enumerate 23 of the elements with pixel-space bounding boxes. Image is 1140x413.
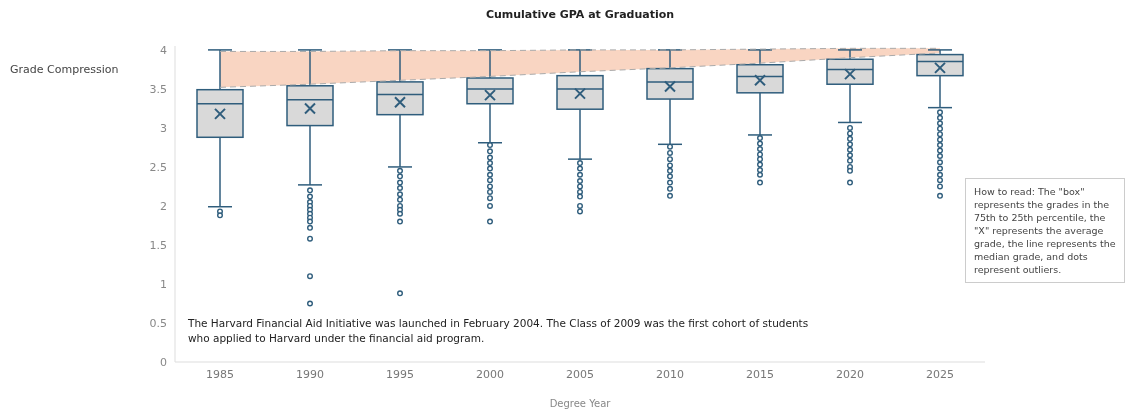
y-tick-label: 3.5 [149, 82, 167, 96]
y-tick-label: 2.5 [149, 160, 167, 174]
x-tick-label: 2020 [836, 367, 864, 381]
x-tick-label: 2005 [566, 367, 594, 381]
chart-title: Cumulative GPA at Graduation [484, 8, 676, 21]
annotation: The Harvard Financial Aid Initiative was launched in February 2004. The Class of 2009 was the first cohort of students who applied to Harvard under the financial aid program. [188, 316, 810, 346]
x-axis-title: Degree Year [549, 398, 612, 409]
x-tick-label: 2025 [926, 367, 954, 381]
y-tick-label: 1.5 [149, 238, 167, 252]
x-tick-label: 2010 [656, 367, 684, 381]
annotation: How to read: The "box" represents the grades in the 75th to 25th percentile, the "X" represents the average grade, the line represents the median grade, and dots represent outliers. [965, 178, 1125, 283]
y-tick-label: 0.5 [149, 316, 167, 330]
y-tick-label: 1 [160, 277, 167, 291]
y-tick-label: 2 [160, 199, 167, 213]
y-tick-label: 4 [160, 43, 167, 57]
x-tick-label: 2015 [746, 367, 774, 381]
x-tick-label: 1990 [296, 367, 324, 381]
x-tick-label: 1995 [386, 367, 414, 381]
y-tick-label: 0 [160, 355, 167, 369]
x-tick-label: 1985 [206, 367, 234, 381]
y-tick-label: 3 [160, 121, 167, 135]
text: Grade Compression [10, 63, 119, 76]
x-tick-label: 2000 [476, 367, 504, 381]
